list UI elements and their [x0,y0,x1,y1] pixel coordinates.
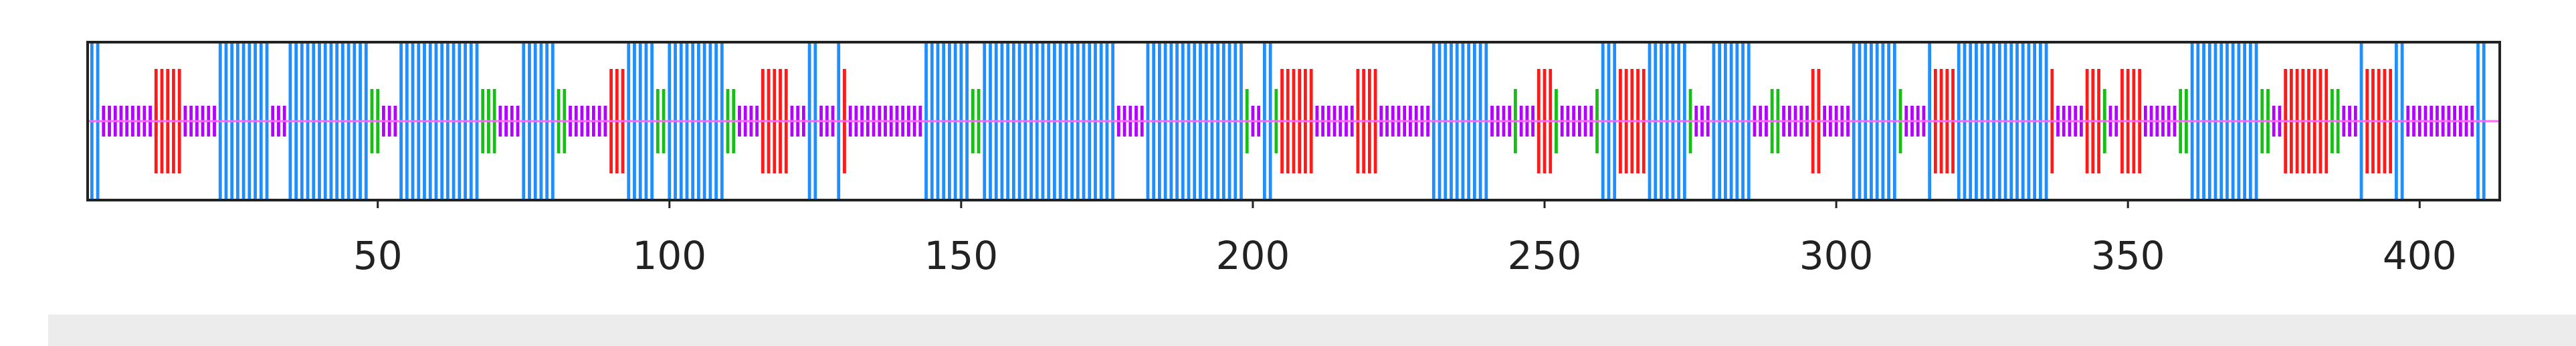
x-axis-tick-labels: 50 100 150 200 250 300 350 400 [353,233,2457,278]
residue-track-chart: 50 100 150 200 250 300 350 400 [86,41,2501,278]
x-tick-label: 400 [2383,233,2457,278]
x-tick-label: 150 [924,233,999,278]
x-tick-label: 350 [2091,233,2165,278]
footer-strip [48,315,2576,346]
x-tick-label: 300 [1799,233,1874,278]
x-tick-label: 100 [632,233,706,278]
x-tick-label: 250 [1508,233,1582,278]
x-axis-ticks [377,200,2421,208]
x-tick-label: 50 [353,233,403,278]
x-tick-label: 200 [1216,233,1290,278]
